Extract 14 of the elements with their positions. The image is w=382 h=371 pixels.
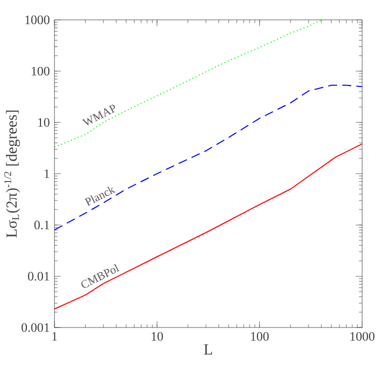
x-tick-label: 10 (152, 332, 163, 341)
y-tick-label: 0.1 (34, 220, 50, 230)
y-axis-title: Lσ$_{L}$(2π)$^{-1/2}$ [degrees] (4, 110, 20, 238)
x-tick-label: 1000 (350, 332, 374, 341)
x-axis-title: L (204, 344, 212, 354)
y-tick-label: 0.001 (22, 323, 50, 332)
y-tick-label: 0.01 (28, 272, 50, 281)
y-tick-label: 100 (32, 66, 50, 76)
y-tick-label: 10 (38, 118, 50, 127)
x-tick-label: 1 (52, 332, 57, 340)
text: Planck (84, 186, 116, 206)
x-tick-label: 100 (251, 332, 269, 341)
y-tick-label: 1000 (25, 15, 50, 24)
y-tick-label: 1 (44, 169, 50, 178)
